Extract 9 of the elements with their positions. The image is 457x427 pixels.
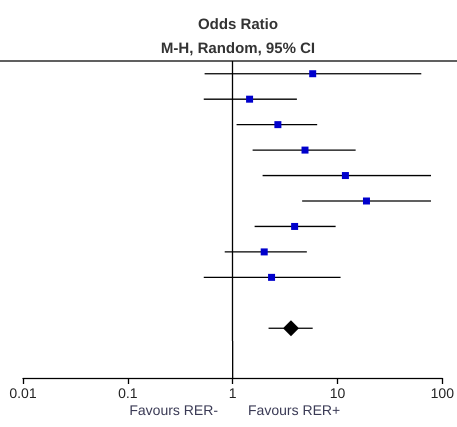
chart-subtitle: M-H, Random, 95% CI <box>160 40 316 57</box>
x-tick-label: 10 <box>330 385 346 401</box>
x-tick-label: 100 <box>430 385 454 401</box>
text: Favours RER+ <box>248 402 340 418</box>
x-tick-label: 0.01 <box>9 385 37 401</box>
x-tick-label: 1 <box>228 385 237 401</box>
x-tick-label: 0.1 <box>118 385 138 401</box>
text: Favours RER- <box>129 402 218 418</box>
chart-title: Odds Ratio <box>198 16 278 33</box>
